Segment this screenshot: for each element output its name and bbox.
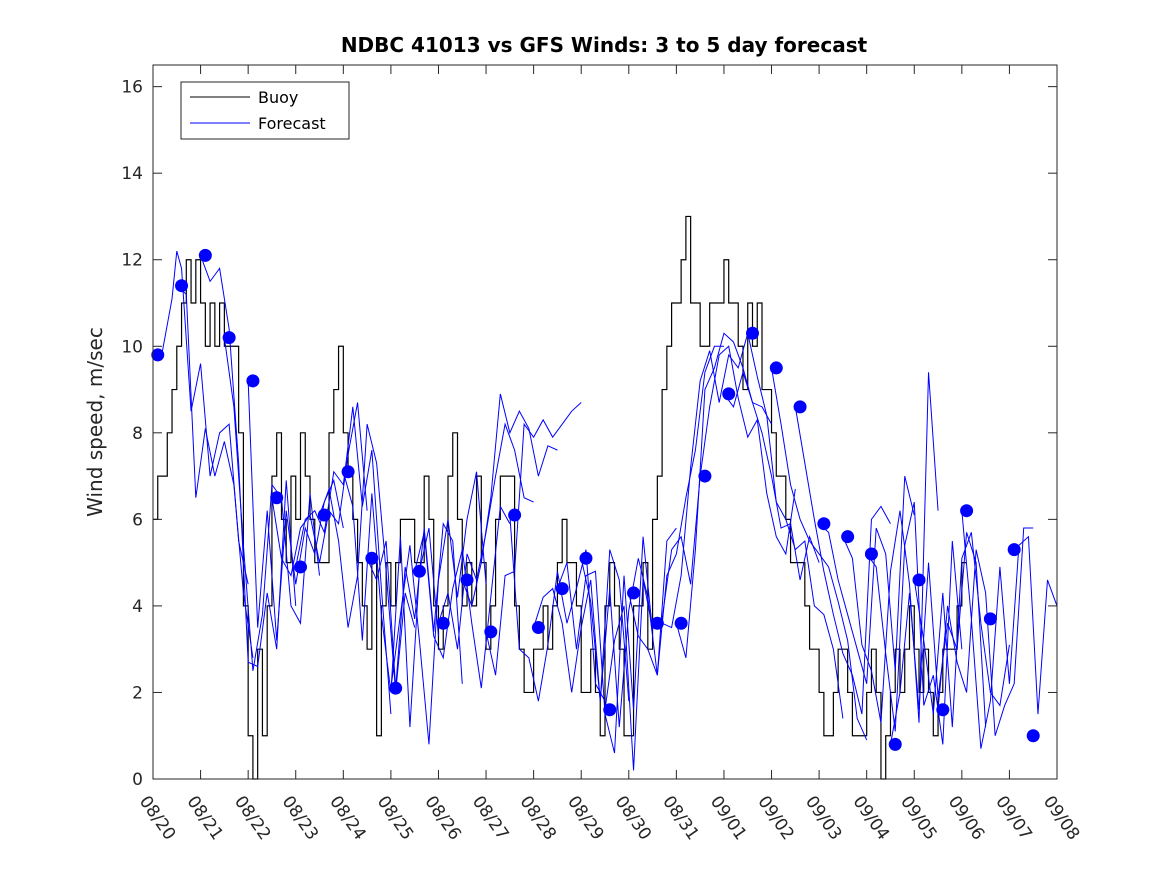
y-tick-label: 2 — [132, 683, 143, 703]
forecast-marker — [579, 551, 593, 565]
forecast-marker — [769, 361, 783, 375]
forecast-line-0 — [152, 250, 249, 585]
y-tick-label: 4 — [132, 597, 143, 617]
y-tick-label: 0 — [132, 770, 143, 790]
forecast-marker — [936, 703, 950, 717]
forecast-marker — [151, 348, 165, 362]
forecast-line-26 — [771, 367, 868, 741]
legend-box — [180, 81, 350, 140]
y-tick-label: 16 — [121, 78, 143, 98]
forecast-line-31 — [889, 532, 987, 745]
legend-forecast-label: Forecast — [258, 114, 326, 133]
forecast-marker — [270, 491, 284, 505]
forecast-line-23 — [699, 345, 796, 556]
forecast-line-20 — [628, 345, 724, 676]
forecast-marker — [412, 564, 426, 578]
forecast-marker — [1026, 729, 1040, 743]
axes-box — [152, 64, 1058, 780]
forecast-line-27 — [794, 406, 891, 715]
y-tick-label: 12 — [121, 251, 143, 271]
forecast-line-6 — [295, 406, 392, 715]
chart-title: NDBC 41013 vs GFS Winds: 3 to 5 day fore… — [341, 33, 868, 57]
forecast-marker — [293, 560, 307, 574]
forecast-marker — [436, 616, 450, 630]
forecast-marker — [793, 400, 807, 414]
forecast-marker — [650, 616, 664, 630]
forecast-marker — [983, 612, 997, 626]
y-tick-label: 10 — [121, 337, 143, 357]
forecast-marker — [531, 621, 545, 635]
forecast-marker — [745, 326, 759, 340]
forecast-marker — [1007, 543, 1021, 557]
forecast-line-24 — [723, 370, 820, 581]
forecast-marker — [508, 508, 522, 522]
forecast-marker — [484, 625, 498, 639]
forecast-marker — [960, 504, 974, 518]
forecast-marker — [460, 573, 474, 587]
forecast-line-16 — [533, 549, 630, 702]
y-tick-label: 14 — [121, 164, 143, 184]
forecast-marker — [341, 465, 355, 479]
forecast-line-25 — [747, 333, 844, 719]
forecast-marker — [722, 387, 736, 401]
forecast-line-13 — [461, 393, 558, 608]
forecast-line-3 — [223, 337, 321, 671]
y-tick-label: 8 — [132, 424, 143, 444]
forecast-marker — [817, 517, 831, 531]
forecast-marker — [627, 586, 641, 600]
forecast-marker — [198, 248, 212, 262]
y-axis: 0 2 4 6 8 10 12 14 16 — [121, 78, 1057, 790]
y-tick-label: 6 — [132, 510, 143, 530]
forecast-marker — [365, 551, 379, 565]
forecast-line-21 — [652, 333, 749, 629]
forecast-marker — [175, 279, 189, 293]
forecast-line-32 — [913, 532, 1010, 728]
forecast-line-34 — [961, 510, 1058, 749]
forecast-line-14 — [485, 402, 582, 676]
forecast-line-10 — [390, 471, 487, 745]
forecast-marker — [912, 573, 926, 587]
forecast-line-18 — [580, 527, 677, 728]
forecast-marker — [222, 331, 236, 345]
forecast-marker — [841, 530, 855, 544]
forecast-line-11 — [414, 504, 511, 689]
forecast-marker — [888, 737, 902, 751]
y-axis-label: Wind speed, m/sec — [83, 327, 107, 517]
forecast-marker — [674, 616, 688, 630]
legend: Buoy Forecast — [180, 81, 350, 140]
forecast-line-30 — [866, 501, 963, 745]
forecast-marker — [698, 469, 712, 483]
forecast-line-1 — [176, 285, 254, 658]
forecast-line-7 — [319, 424, 416, 693]
forecast-marker — [603, 703, 617, 717]
forecast-line-33 — [937, 527, 1034, 736]
plot-area — [151, 215, 1058, 780]
forecast-line-28 — [818, 475, 915, 684]
forecast-line-5 — [271, 402, 368, 578]
legend-buoy-label: Buoy — [258, 88, 298, 107]
forecast-line-22 — [675, 332, 772, 658]
forecast-marker — [555, 582, 569, 596]
forecast-line-29 — [842, 372, 939, 723]
forecast-marker — [317, 508, 331, 522]
forecast-marker — [864, 547, 878, 561]
forecast-marker — [246, 374, 260, 388]
forecast-marker — [389, 681, 403, 695]
